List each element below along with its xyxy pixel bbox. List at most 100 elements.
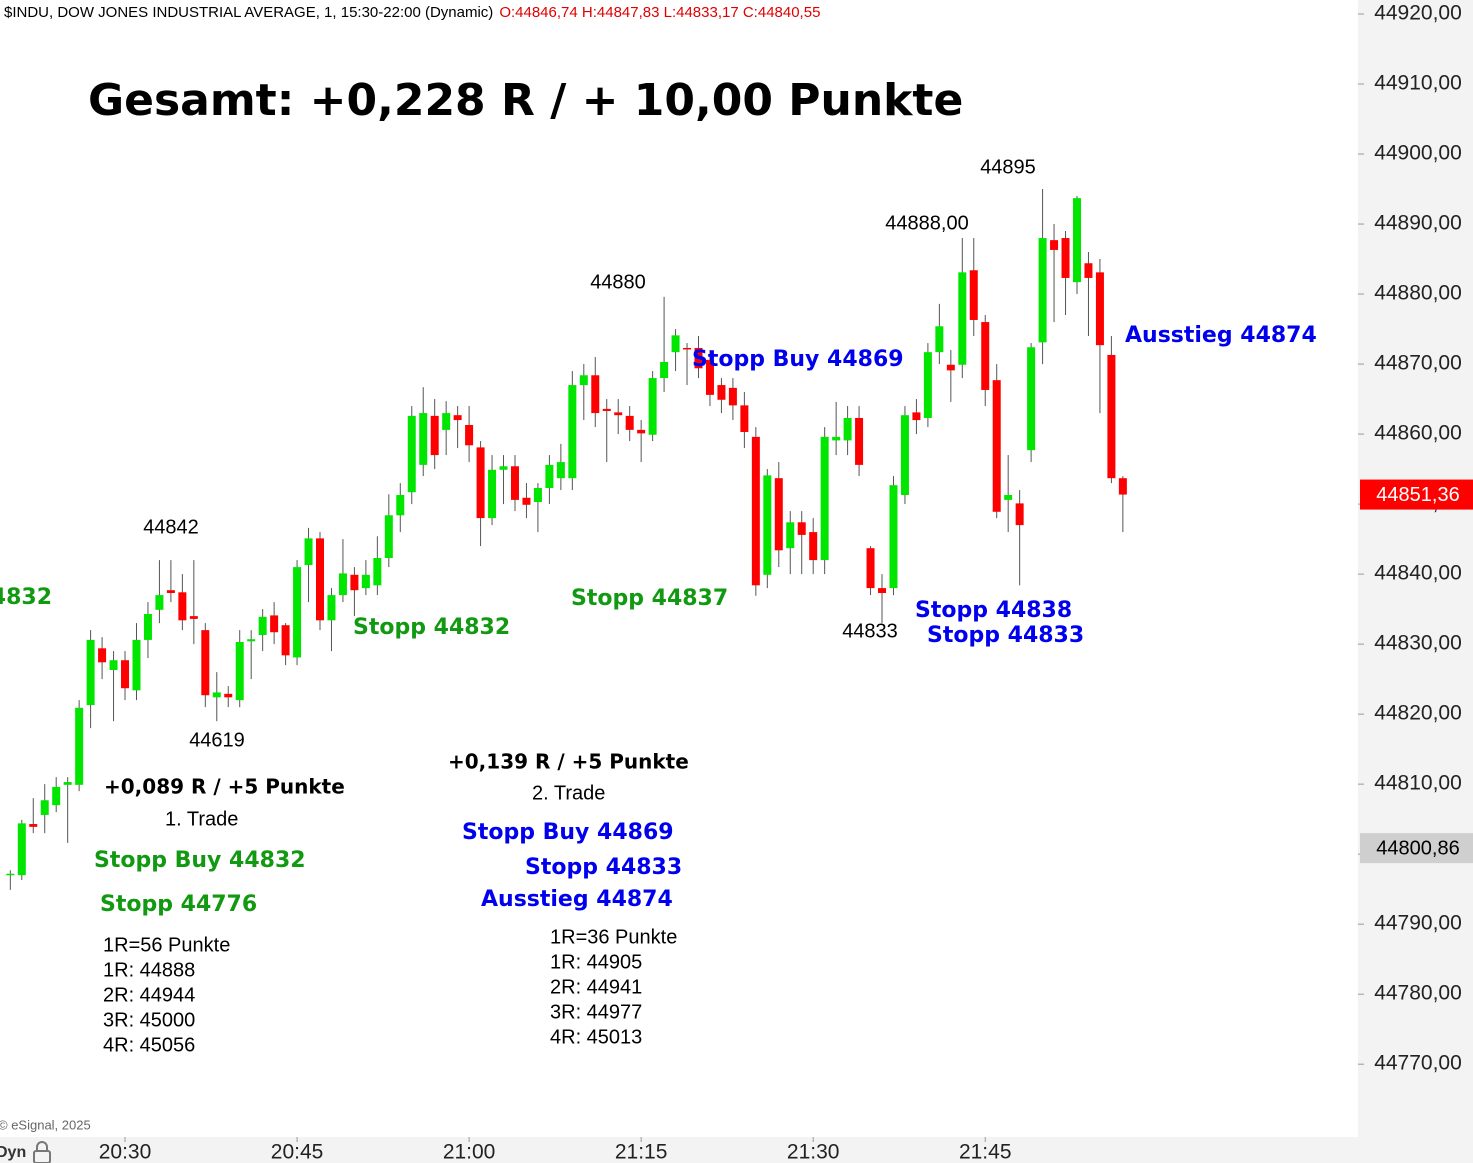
- candle-body: [797, 522, 806, 535]
- candle-body: [75, 707, 84, 785]
- y-tick-label: 44830,00: [1374, 632, 1462, 655]
- y-tick-label: 44790,00: [1374, 912, 1462, 935]
- candle-body: [270, 615, 279, 633]
- annotation: Stopp 44838: [915, 598, 1072, 623]
- candle-body: [109, 660, 118, 671]
- candle-body: [900, 415, 909, 495]
- candle-body: [786, 522, 795, 549]
- annotation: Stopp 44832: [353, 615, 510, 640]
- candle-body: [465, 424, 474, 446]
- price-marker-label: 44851,36: [1376, 484, 1459, 506]
- candle-body: [281, 625, 290, 656]
- candle-body: [499, 466, 508, 470]
- annotation: 1R=36 Punkte: [550, 926, 677, 948]
- candle-body: [396, 494, 405, 516]
- y-tick-label: 44870,00: [1374, 352, 1462, 375]
- candle-body: [407, 415, 416, 493]
- candle-body: [1038, 238, 1047, 343]
- annotation: Stopp 44837: [571, 586, 728, 611]
- candle-body: [201, 630, 210, 696]
- annotation: +0,089 R / +5 Punkte: [104, 775, 345, 799]
- candle-body: [889, 485, 898, 589]
- candle-body: [923, 352, 932, 418]
- y-tick-label: 44890,00: [1374, 212, 1462, 235]
- annotation: 1. Trade: [165, 808, 238, 830]
- annotation: 1R=56 Punkte: [103, 934, 230, 956]
- candle-body: [556, 462, 565, 479]
- x-tick-label: 20:45: [271, 1141, 324, 1163]
- candle-body: [522, 497, 531, 505]
- candle-body: [1072, 198, 1081, 283]
- lock-icon: [33, 1141, 51, 1163]
- candle-body: [946, 364, 955, 371]
- candle-body: [751, 436, 760, 586]
- candle-body: [832, 436, 841, 441]
- annotation: Ausstieg 44874: [481, 887, 673, 912]
- annotation: 2R: 44941: [550, 976, 642, 998]
- annotation: 44888,00: [885, 212, 968, 234]
- candle-body: [637, 429, 646, 434]
- annotation: 44619: [189, 729, 245, 751]
- candle-body: [763, 475, 772, 575]
- candle-body: [1095, 272, 1104, 346]
- candle-body: [235, 642, 244, 701]
- candle-body: [419, 413, 428, 465]
- candle-body: [683, 347, 692, 350]
- candle-body: [855, 417, 864, 465]
- annotation: 44880: [590, 271, 646, 293]
- candle-body: [660, 361, 669, 379]
- candle-body: [361, 574, 370, 589]
- candle-body: [878, 588, 887, 594]
- y-tick-label: 44820,00: [1374, 702, 1462, 725]
- annotation: Stopp 44833: [525, 855, 682, 880]
- candle-body: [705, 359, 714, 395]
- candle-body: [189, 616, 198, 619]
- x-tick-label: 21:45: [959, 1141, 1012, 1163]
- y-tick-label: 44860,00: [1374, 422, 1462, 445]
- candle-body: [912, 412, 921, 421]
- header: $INDU, DOW JONES INDUSTRIAL AVERAGE, 1, …: [4, 4, 820, 21]
- price-marker: [1360, 833, 1473, 864]
- annotation: Stopp Buy 44869: [692, 347, 904, 372]
- candle-body: [86, 639, 95, 706]
- y-tick-label: 44910,00: [1374, 72, 1462, 95]
- candle-body: [178, 592, 187, 621]
- candle-body: [327, 595, 336, 621]
- candle-body: [648, 378, 657, 435]
- price-marker-label: 44800,86: [1376, 837, 1459, 859]
- annotation: 4R: 45056: [103, 1034, 195, 1056]
- annotation: 2R: 44944: [103, 984, 195, 1006]
- candle-body: [694, 347, 703, 369]
- candle-body: [453, 415, 462, 421]
- candle-body: [442, 413, 451, 430]
- copyright: © eSignal, 2025: [0, 1117, 91, 1132]
- candle-body: [602, 408, 611, 411]
- candle-body: [614, 412, 623, 416]
- candle-body: [717, 385, 726, 400]
- candle-body: [1050, 240, 1059, 250]
- candle-body: [533, 487, 542, 502]
- annotation: 44842: [143, 516, 199, 538]
- candle-body: [29, 824, 38, 827]
- y-tick-label: 44770,00: [1374, 1052, 1462, 1075]
- candle-body: [293, 567, 302, 658]
- candle-body: [132, 639, 141, 691]
- y-tick-label: 44780,00: [1374, 982, 1462, 1005]
- annotation: 44833: [842, 620, 898, 642]
- candle-body: [1107, 354, 1116, 479]
- candle-body: [969, 270, 978, 320]
- candle-body: [866, 548, 875, 589]
- candle-body: [510, 466, 519, 500]
- candle-body: [121, 660, 130, 689]
- annotation: 1R: 44905: [550, 951, 642, 973]
- y-tick-label: 44840,00: [1374, 562, 1462, 585]
- candle-body: [820, 436, 829, 561]
- candle-body: [1084, 263, 1093, 278]
- candle-body: [568, 385, 577, 479]
- annotation: 3R: 44977: [550, 1001, 642, 1023]
- annotation: Stopp 44776: [100, 892, 257, 917]
- candle-body: [958, 272, 967, 365]
- candle-body: [373, 557, 382, 586]
- annotation: Stopp 44833: [927, 623, 1084, 648]
